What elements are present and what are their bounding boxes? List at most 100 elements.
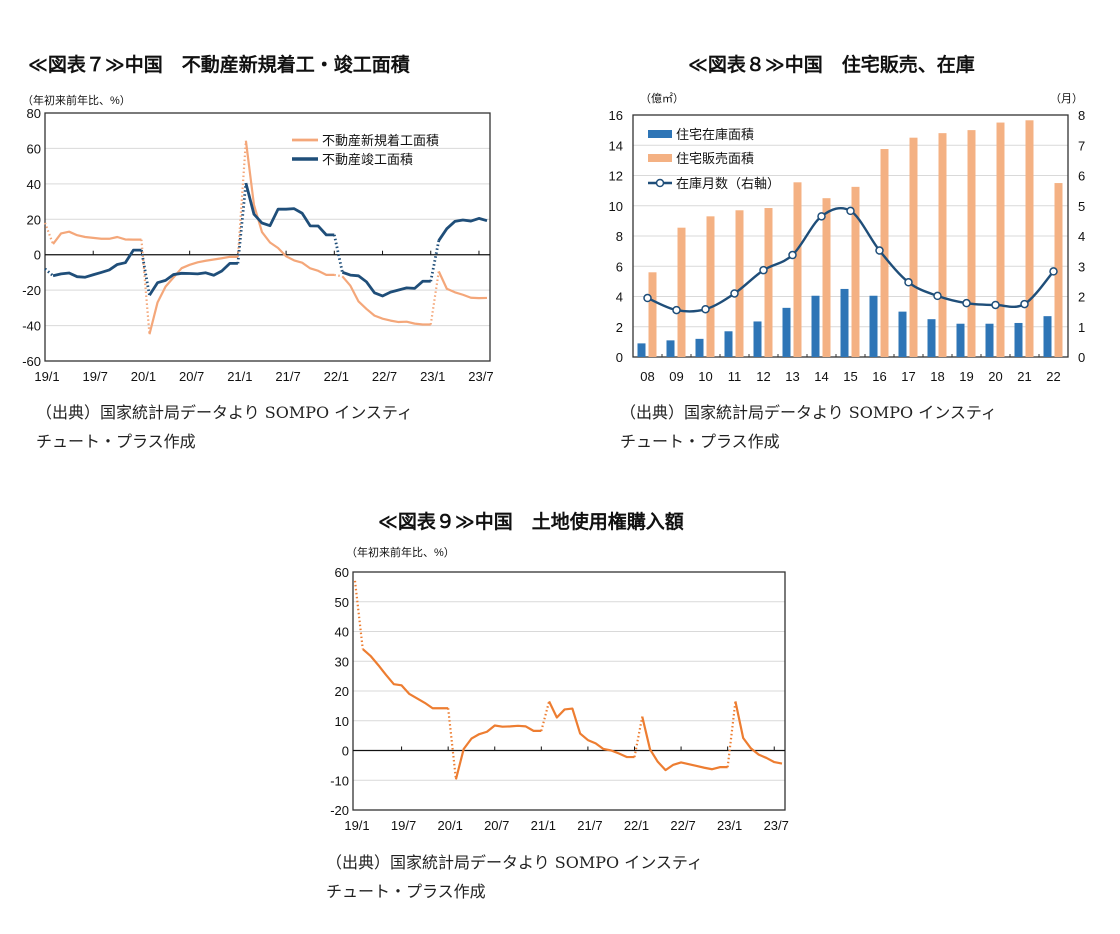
- x-tick-label: 17: [901, 369, 915, 384]
- series-dotted-segment: [429, 271, 440, 325]
- inventory-months-marker: [904, 278, 913, 287]
- inventory-months-marker: [991, 300, 1000, 310]
- x-tick-label: 20/1: [438, 818, 463, 833]
- series-line: [148, 261, 238, 297]
- y-tick-label: 30: [335, 654, 349, 669]
- x-tick-label: 19/1: [34, 369, 59, 384]
- y-tick-label: 0: [342, 744, 349, 759]
- right-y-tick-label: 5: [1078, 199, 1085, 214]
- bar-sales-area: [648, 272, 657, 357]
- y-tick-label: -40: [22, 319, 41, 334]
- inventory-months-marker: [730, 289, 739, 298]
- x-tick-label: 21/1: [531, 818, 556, 833]
- left-y-tick-label: 14: [609, 138, 623, 153]
- legend-label: 不動産竣工面積: [322, 152, 413, 167]
- y-axis-unit-label: （年初来前年比、%）: [22, 93, 131, 107]
- bar-sales-area: [677, 227, 686, 357]
- right-y-tick-label: 1: [1078, 320, 1085, 335]
- y-tick-label: 80: [27, 106, 41, 121]
- y-tick-label: 40: [335, 625, 349, 640]
- series-dotted-segment: [429, 240, 441, 282]
- series-line: [437, 270, 488, 300]
- y-tick-label: -10: [330, 773, 349, 788]
- chart7-source: （出典）国家統計局データより SOMPO インスティ チュート・プラス作成: [36, 398, 413, 456]
- bar-inventory-area: [840, 288, 849, 357]
- y-tick-label: 50: [335, 595, 349, 610]
- x-tick-label: 20/1: [131, 369, 156, 384]
- left-y-tick-label: 8: [616, 229, 623, 244]
- plot-area: [632, 114, 1069, 358]
- bar-sales-area: [967, 130, 976, 357]
- x-tick-label: 22/7: [670, 818, 695, 833]
- bar-inventory-area: [666, 340, 675, 357]
- plot-area: [352, 571, 786, 811]
- x-tick-label: 13: [785, 369, 799, 384]
- legend-label: 在庫月数（右軸）: [676, 176, 780, 191]
- left-y-tick-label: 12: [609, 169, 623, 184]
- bar-inventory-area: [1014, 322, 1023, 357]
- x-tick-label: 11: [728, 369, 742, 384]
- series-dotted-segment: [236, 183, 248, 264]
- inventory-months-marker: [846, 206, 855, 216]
- chart9-title: ≪図表９≫中国 土地使用権購入額: [378, 511, 684, 533]
- series-line: [244, 140, 335, 277]
- x-tick-label: 21/7: [577, 818, 602, 833]
- bar-inventory-area: [985, 323, 994, 357]
- x-tick-label: 21/7: [275, 369, 300, 384]
- legend-label: 住宅販売面積: [676, 151, 754, 166]
- source-line-1: （出典）国家統計局データより SOMPO インスティ: [620, 403, 997, 422]
- x-tick-label: 21/1: [227, 369, 252, 384]
- right-y-tick-label: 3: [1078, 259, 1085, 274]
- y-tick-label: -60: [22, 354, 41, 369]
- x-tick-label: 18: [930, 369, 944, 384]
- y-tick-label: 10: [335, 714, 349, 729]
- bar-inventory-area: [898, 311, 907, 357]
- inventory-months-marker: [788, 250, 797, 260]
- x-tick-label: 19/7: [391, 818, 416, 833]
- plot-area: [44, 112, 491, 362]
- x-tick-label: 23/1: [420, 369, 445, 384]
- source-line-1: （出典）国家統計局データより SOMPO インスティ: [36, 403, 413, 422]
- bar-sales-area: [909, 137, 918, 357]
- left-axis-unit-label: （億㎡）: [640, 92, 684, 105]
- legend-swatch-inventory: [648, 130, 672, 138]
- inventory-months-marker: [1020, 299, 1029, 309]
- bar-inventory-area: [811, 295, 820, 357]
- x-tick-label: 19: [959, 369, 973, 384]
- x-tick-label: 14: [814, 369, 828, 384]
- series-line: [454, 724, 542, 780]
- chart8-title: ≪図表８≫中国 住宅販売、在庫: [688, 54, 975, 76]
- y-tick-label: 20: [27, 212, 41, 227]
- x-tick-label: 15: [843, 369, 857, 384]
- series-line: [52, 248, 142, 279]
- bar-sales-area: [880, 149, 889, 357]
- series-line: [437, 216, 488, 242]
- bar-sales-area: [1054, 183, 1063, 357]
- bar-inventory-area: [724, 331, 733, 357]
- series-line: [52, 230, 142, 245]
- right-y-tick-label: 6: [1078, 169, 1085, 184]
- bar-sales-area: [851, 186, 860, 357]
- y-tick-label: -20: [22, 283, 41, 298]
- x-tick-label: 12: [756, 369, 770, 384]
- left-y-tick-label: 6: [616, 259, 623, 274]
- right-y-tick-label: 8: [1078, 108, 1085, 123]
- x-tick-label: 08: [640, 369, 654, 384]
- series-dotted-segment: [633, 716, 644, 758]
- bar-sales-area: [706, 216, 715, 357]
- bar-sales-area: [996, 122, 1005, 357]
- x-tick-label: 23/7: [764, 818, 789, 833]
- bar-inventory-area: [695, 338, 704, 357]
- x-tick-label: 19/7: [83, 369, 108, 384]
- series-dotted-segment: [726, 701, 737, 768]
- right-y-tick-label: 7: [1078, 138, 1085, 153]
- x-tick-label: 22: [1046, 369, 1060, 384]
- y-tick-label: 0: [34, 248, 41, 263]
- x-tick-label: 10: [698, 369, 712, 384]
- source-line-1: （出典）国家統計局データより SOMPO インスティ: [326, 853, 703, 872]
- series-dotted-segment: [332, 234, 344, 273]
- x-tick-label: 22/1: [324, 369, 349, 384]
- series-line: [341, 275, 431, 326]
- series-dotted-segment: [540, 701, 551, 732]
